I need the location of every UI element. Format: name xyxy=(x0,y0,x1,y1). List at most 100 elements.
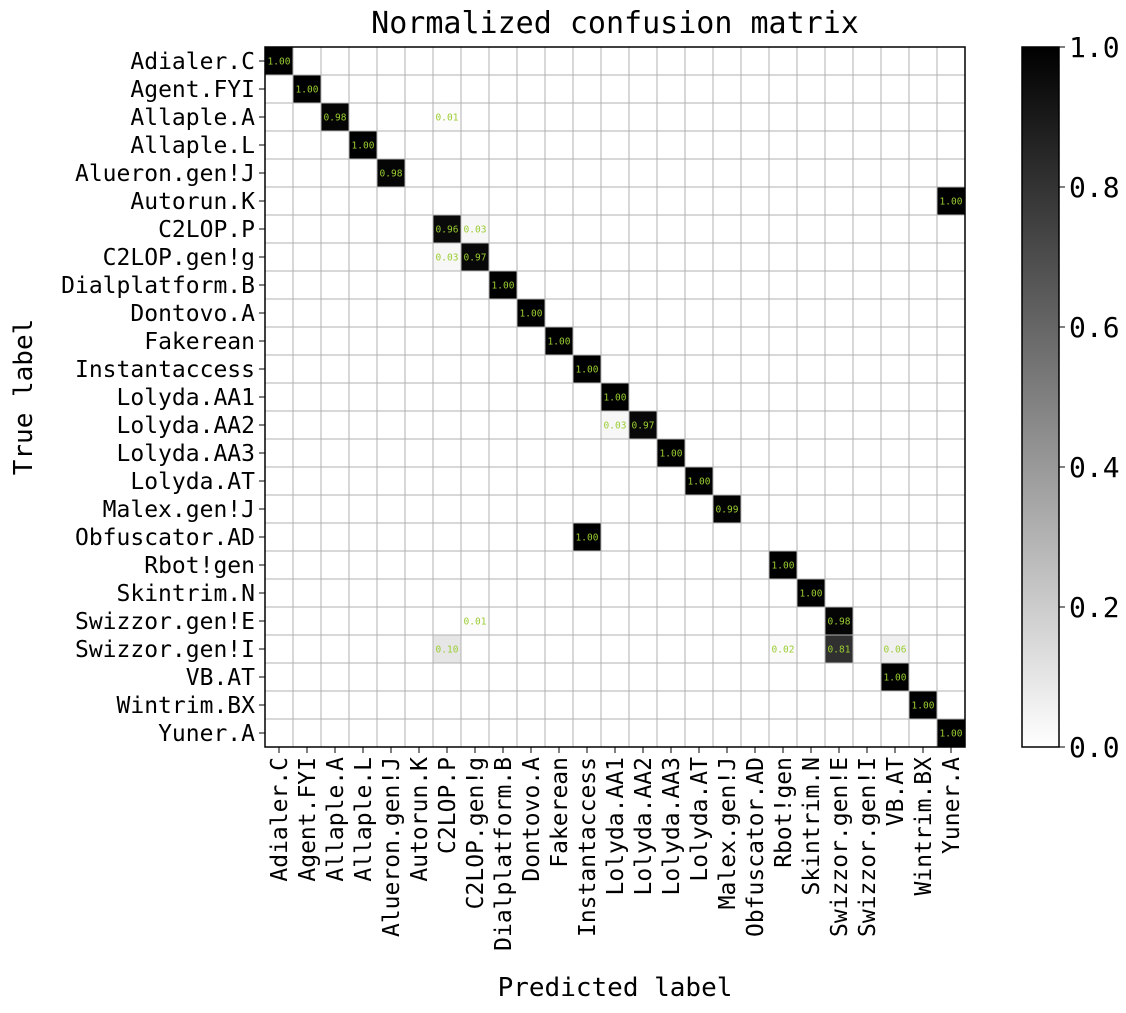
heatmap-cell xyxy=(825,635,853,663)
heatmap-cell xyxy=(573,355,601,383)
heatmap-cell xyxy=(433,215,461,243)
y-axis-ticks: Adialer.CAgent.FYIAllaple.AAllaple.LAlue… xyxy=(61,49,265,747)
cell-value-label: 0.97 xyxy=(464,253,487,264)
cell-value-label: 1.00 xyxy=(940,729,963,740)
colorbar-tick-label: 0.4 xyxy=(1069,451,1120,484)
cell-value-label: 0.99 xyxy=(716,505,739,516)
heatmap-cell xyxy=(657,439,685,467)
cell-value-label: 0.97 xyxy=(632,421,655,432)
y-tick-label: Swizzor.gen!E xyxy=(75,609,255,635)
cell-value-label: 1.00 xyxy=(940,197,963,208)
y-tick-label: Lolyda.AA2 xyxy=(117,413,255,439)
x-tick-label: Lolyda.AT xyxy=(687,757,713,882)
y-tick-label: Dontovo.A xyxy=(130,301,255,327)
heatmap-cell xyxy=(909,691,937,719)
heatmap-cell xyxy=(769,551,797,579)
heatmap-cell xyxy=(937,719,965,747)
cell-value-label: 0.01 xyxy=(464,617,487,628)
heatmap-cell xyxy=(321,103,349,131)
heatmap-cell xyxy=(377,159,405,187)
x-tick-label: C2LOP.gen!g xyxy=(463,757,489,909)
heatmap-cell xyxy=(573,523,601,551)
colorbar-tick-label: 0.8 xyxy=(1069,171,1120,204)
heatmap-cell xyxy=(881,635,909,663)
cell-value-label: 0.03 xyxy=(604,421,627,432)
heatmap-cell xyxy=(433,243,461,271)
x-tick-label: Agent.FYI xyxy=(295,757,321,882)
x-tick-label: Autorun.K xyxy=(407,757,433,882)
heatmap-cell xyxy=(461,607,489,635)
cell-value-label: 1.00 xyxy=(548,337,571,348)
heatmap-cell xyxy=(349,131,377,159)
y-tick-label: C2LOP.P xyxy=(158,217,255,243)
heatmap-cell xyxy=(265,47,293,75)
cell-value-label: 1.00 xyxy=(492,281,515,292)
x-axis-ticks: Adialer.C Agent.FYI Allaple.A Allaple.L Alue… xyxy=(267,747,965,951)
cell-value-label: 1.00 xyxy=(800,589,823,600)
y-tick-label: Yuner.A xyxy=(158,721,255,747)
y-tick-label: Swizzor.gen!I xyxy=(75,637,255,663)
y-tick-label: Rbot!gen xyxy=(144,553,255,579)
colorbar-ticks: 0.0 0.2 0.4 0.6 0.8 1.0 xyxy=(1059,31,1120,764)
x-tick-label: C2LOP.P xyxy=(435,757,461,854)
y-tick-label: Wintrim.BX xyxy=(117,693,256,719)
colorbar-tick-label: 0.0 xyxy=(1069,731,1120,764)
heatmap-cell xyxy=(797,579,825,607)
heatmap-cell xyxy=(601,383,629,411)
x-tick-label: Yuner.A xyxy=(939,757,965,854)
x-tick-label: Lolyda.AA1 xyxy=(603,757,629,895)
x-tick-label: VB.AT xyxy=(883,757,909,826)
x-tick-label: Obfuscator.AD xyxy=(743,757,769,937)
y-tick-label: Dialplatform.B xyxy=(61,273,255,299)
cell-value-label: 0.98 xyxy=(324,113,347,124)
heatmap-cell xyxy=(685,467,713,495)
cell-value-label: 1.00 xyxy=(520,309,543,320)
cell-value-label: 1.00 xyxy=(884,673,907,684)
y-tick-label: Obfuscator.AD xyxy=(75,525,255,551)
y-tick-label: Malex.gen!J xyxy=(103,497,255,523)
cell-value-label: 0.01 xyxy=(436,113,459,124)
heatmap-cell xyxy=(293,75,321,103)
heatmap-cell xyxy=(461,215,489,243)
y-tick-label: VB.AT xyxy=(186,665,255,691)
heatmap-cell xyxy=(601,411,629,439)
y-tick-label: Lolyda.AT xyxy=(130,469,255,495)
cell-value-label: 0.96 xyxy=(436,225,459,236)
x-tick-label: Swizzor.gen!I xyxy=(855,757,881,937)
x-tick-label: Lolyda.AA2 xyxy=(631,757,657,895)
x-tick-label: Wintrim.BX xyxy=(911,757,937,896)
x-tick-label: Swizzor.gen!E xyxy=(827,757,853,937)
cell-value-labels: 1.00 1.00 0.98 0.01 1.00 0.98 1.00 0.96 0.03 0.03… xyxy=(268,57,963,740)
y-tick-label: Alueron.gen!J xyxy=(75,161,255,187)
heatmap-cell xyxy=(825,607,853,635)
cell-value-label: 0.03 xyxy=(464,225,487,236)
heatmap-cells xyxy=(265,47,965,747)
y-axis-label: True label xyxy=(9,319,39,476)
heatmap-cell xyxy=(461,243,489,271)
y-tick-label: Allaple.A xyxy=(130,105,255,131)
cell-value-label: 1.00 xyxy=(912,701,935,712)
y-tick-label: C2LOP.gen!g xyxy=(103,245,255,271)
heatmap-cell xyxy=(769,635,797,663)
y-tick-label: Fakerean xyxy=(144,329,255,355)
colorbar xyxy=(1021,46,1060,748)
heatmap-cell xyxy=(937,187,965,215)
x-tick-label: Adialer.C xyxy=(267,757,293,882)
cell-value-label: 1.00 xyxy=(660,449,683,460)
cell-value-label: 1.00 xyxy=(688,477,711,488)
cell-value-label: 0.98 xyxy=(380,169,403,180)
heatmap-cell xyxy=(629,411,657,439)
y-tick-label: Agent.FYI xyxy=(130,77,255,103)
heatmap-cell xyxy=(881,663,909,691)
y-tick-label: Adialer.C xyxy=(130,49,255,75)
x-tick-label: Lolyda.AA3 xyxy=(659,757,685,895)
y-tick-label: Instantaccess xyxy=(75,357,255,383)
heatmap-cell xyxy=(433,103,461,131)
x-tick-label: Allaple.L xyxy=(351,757,377,882)
cell-value-label: 1.00 xyxy=(576,365,599,376)
x-tick-label: Malex.gen!J xyxy=(715,757,741,909)
colorbar-tick-label: 0.6 xyxy=(1069,311,1120,344)
cell-value-label: 0.02 xyxy=(772,645,795,656)
heatmap-grid xyxy=(265,47,965,747)
